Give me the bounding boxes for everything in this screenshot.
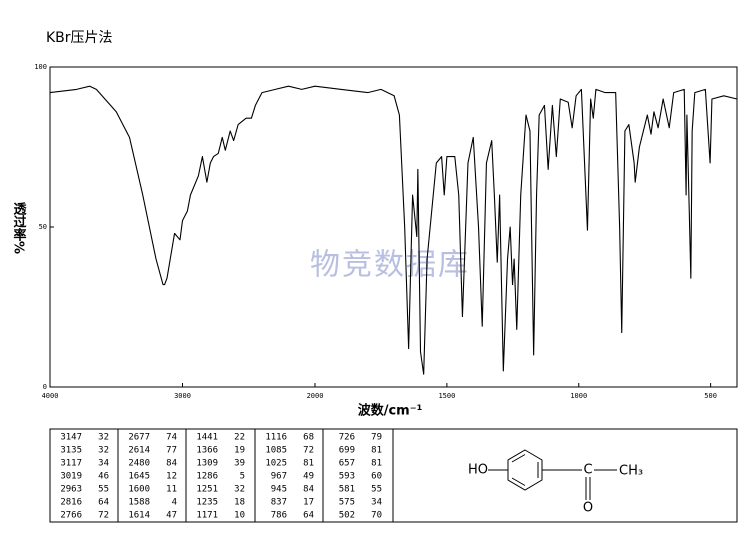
peak-wavenumber: 2480 bbox=[128, 459, 150, 469]
x-tick-label: 3000 bbox=[174, 392, 191, 400]
structure-bonds bbox=[488, 449, 617, 500]
peak-transmittance: 10 bbox=[234, 511, 245, 521]
peak-transmittance: 34 bbox=[98, 459, 109, 469]
peak-wavenumber: 1588 bbox=[128, 498, 150, 508]
peak-transmittance: 70 bbox=[371, 511, 382, 521]
peak-transmittance: 47 bbox=[166, 511, 177, 521]
peak-wavenumber: 593 bbox=[339, 472, 355, 482]
peak-wavenumber: 1235 bbox=[196, 498, 218, 508]
peak-transmittance: 72 bbox=[303, 446, 314, 456]
atom-label: O bbox=[583, 501, 593, 516]
peak-wavenumber: 581 bbox=[339, 485, 355, 495]
table-dividers bbox=[117, 429, 394, 522]
peak-wavenumber: 3135 bbox=[60, 446, 82, 456]
peak-transmittance: 81 bbox=[303, 459, 314, 469]
peak-wavenumber: 1600 bbox=[128, 485, 150, 495]
peak-transmittance: 12 bbox=[166, 472, 177, 482]
peak-wavenumber: 2816 bbox=[60, 498, 82, 508]
peak-transmittance: 11 bbox=[166, 485, 177, 495]
peak-wavenumber: 657 bbox=[339, 459, 355, 469]
peak-wavenumber: 1251 bbox=[196, 485, 218, 495]
peak-transmittance: 72 bbox=[98, 511, 109, 521]
peak-transmittance: 84 bbox=[166, 459, 177, 469]
peak-wavenumber: 502 bbox=[339, 511, 355, 521]
peak-wavenumber: 3117 bbox=[60, 459, 82, 469]
atom-label: CH₃ bbox=[619, 464, 643, 479]
x-tick-label: 4000 bbox=[42, 392, 59, 400]
peak-transmittance: 79 bbox=[371, 433, 382, 443]
peak-wavenumber: 2677 bbox=[128, 433, 150, 443]
peak-wavenumber: 3019 bbox=[60, 472, 82, 482]
peak-transmittance: 74 bbox=[166, 433, 177, 443]
x-tick-label: 1500 bbox=[438, 392, 455, 400]
peak-transmittance: 81 bbox=[371, 446, 382, 456]
atom-label: C bbox=[583, 463, 592, 478]
y-axis-label: 透过率% bbox=[11, 202, 27, 254]
y-tick-label: 100 bbox=[34, 63, 47, 71]
peak-wavenumber: 837 bbox=[271, 498, 287, 508]
x-tick-label: 2000 bbox=[307, 392, 324, 400]
x-tick-label: 1000 bbox=[570, 392, 587, 400]
peak-wavenumber: 1366 bbox=[196, 446, 218, 456]
peak-transmittance: 19 bbox=[234, 446, 245, 456]
peak-wavenumber: 1286 bbox=[196, 472, 218, 482]
peak-wavenumber: 2963 bbox=[60, 485, 82, 495]
peak-transmittance: 55 bbox=[98, 485, 109, 495]
peak-wavenumber: 726 bbox=[339, 433, 355, 443]
peak-transmittance: 32 bbox=[98, 446, 109, 456]
peak-wavenumber: 1085 bbox=[265, 446, 287, 456]
chart-title: KBr压片法 bbox=[46, 30, 113, 46]
peak-wavenumber: 2614 bbox=[128, 446, 150, 456]
peak-wavenumber: 1645 bbox=[128, 472, 150, 482]
peak-transmittance: 81 bbox=[371, 459, 382, 469]
peak-transmittance: 18 bbox=[234, 498, 245, 508]
peak-wavenumber: 967 bbox=[271, 472, 287, 482]
peak-transmittance: 39 bbox=[234, 459, 245, 469]
atom-label: HO bbox=[468, 463, 488, 478]
plot-frame bbox=[49, 66, 738, 388]
peak-wavenumber: 945 bbox=[271, 485, 287, 495]
peak-wavenumber: 1171 bbox=[196, 511, 218, 521]
peak-wavenumber: 575 bbox=[339, 498, 355, 508]
peak-transmittance: 55 bbox=[371, 485, 382, 495]
peak-transmittance: 4 bbox=[172, 498, 177, 508]
peak-wavenumber: 3147 bbox=[60, 433, 82, 443]
peak-transmittance: 32 bbox=[234, 485, 245, 495]
peak-transmittance: 32 bbox=[98, 433, 109, 443]
peak-transmittance: 22 bbox=[234, 433, 245, 443]
peak-transmittance: 17 bbox=[303, 498, 314, 508]
peak-transmittance: 5 bbox=[240, 472, 245, 482]
peak-wavenumber: 1441 bbox=[196, 433, 218, 443]
peak-wavenumber: 1309 bbox=[196, 459, 218, 469]
peak-transmittance: 34 bbox=[371, 498, 382, 508]
spectrum-line bbox=[49, 85, 738, 375]
peak-transmittance: 64 bbox=[303, 511, 314, 521]
peak-transmittance: 77 bbox=[166, 446, 177, 456]
x-tick-label: 500 bbox=[704, 392, 717, 400]
peak-wavenumber: 1025 bbox=[265, 459, 287, 469]
peak-transmittance: 60 bbox=[371, 472, 382, 482]
peak-transmittance: 49 bbox=[303, 472, 314, 482]
y-tick-label: 50 bbox=[39, 223, 47, 231]
peak-transmittance: 84 bbox=[303, 485, 314, 495]
peak-transmittance: 46 bbox=[98, 472, 109, 482]
peak-wavenumber: 1116 bbox=[265, 433, 287, 443]
peak-transmittance: 64 bbox=[98, 498, 109, 508]
x-axis-label: 波数/cm⁻¹ bbox=[358, 403, 423, 419]
watermark: 物竞数据库 bbox=[310, 248, 470, 283]
peak-transmittance: 68 bbox=[303, 433, 314, 443]
peak-wavenumber: 2766 bbox=[60, 511, 82, 521]
peak-wavenumber: 786 bbox=[271, 511, 287, 521]
peak-wavenumber: 1614 bbox=[128, 511, 150, 521]
peak-wavenumber: 699 bbox=[339, 446, 355, 456]
y-tick-label: 0 bbox=[43, 383, 47, 391]
